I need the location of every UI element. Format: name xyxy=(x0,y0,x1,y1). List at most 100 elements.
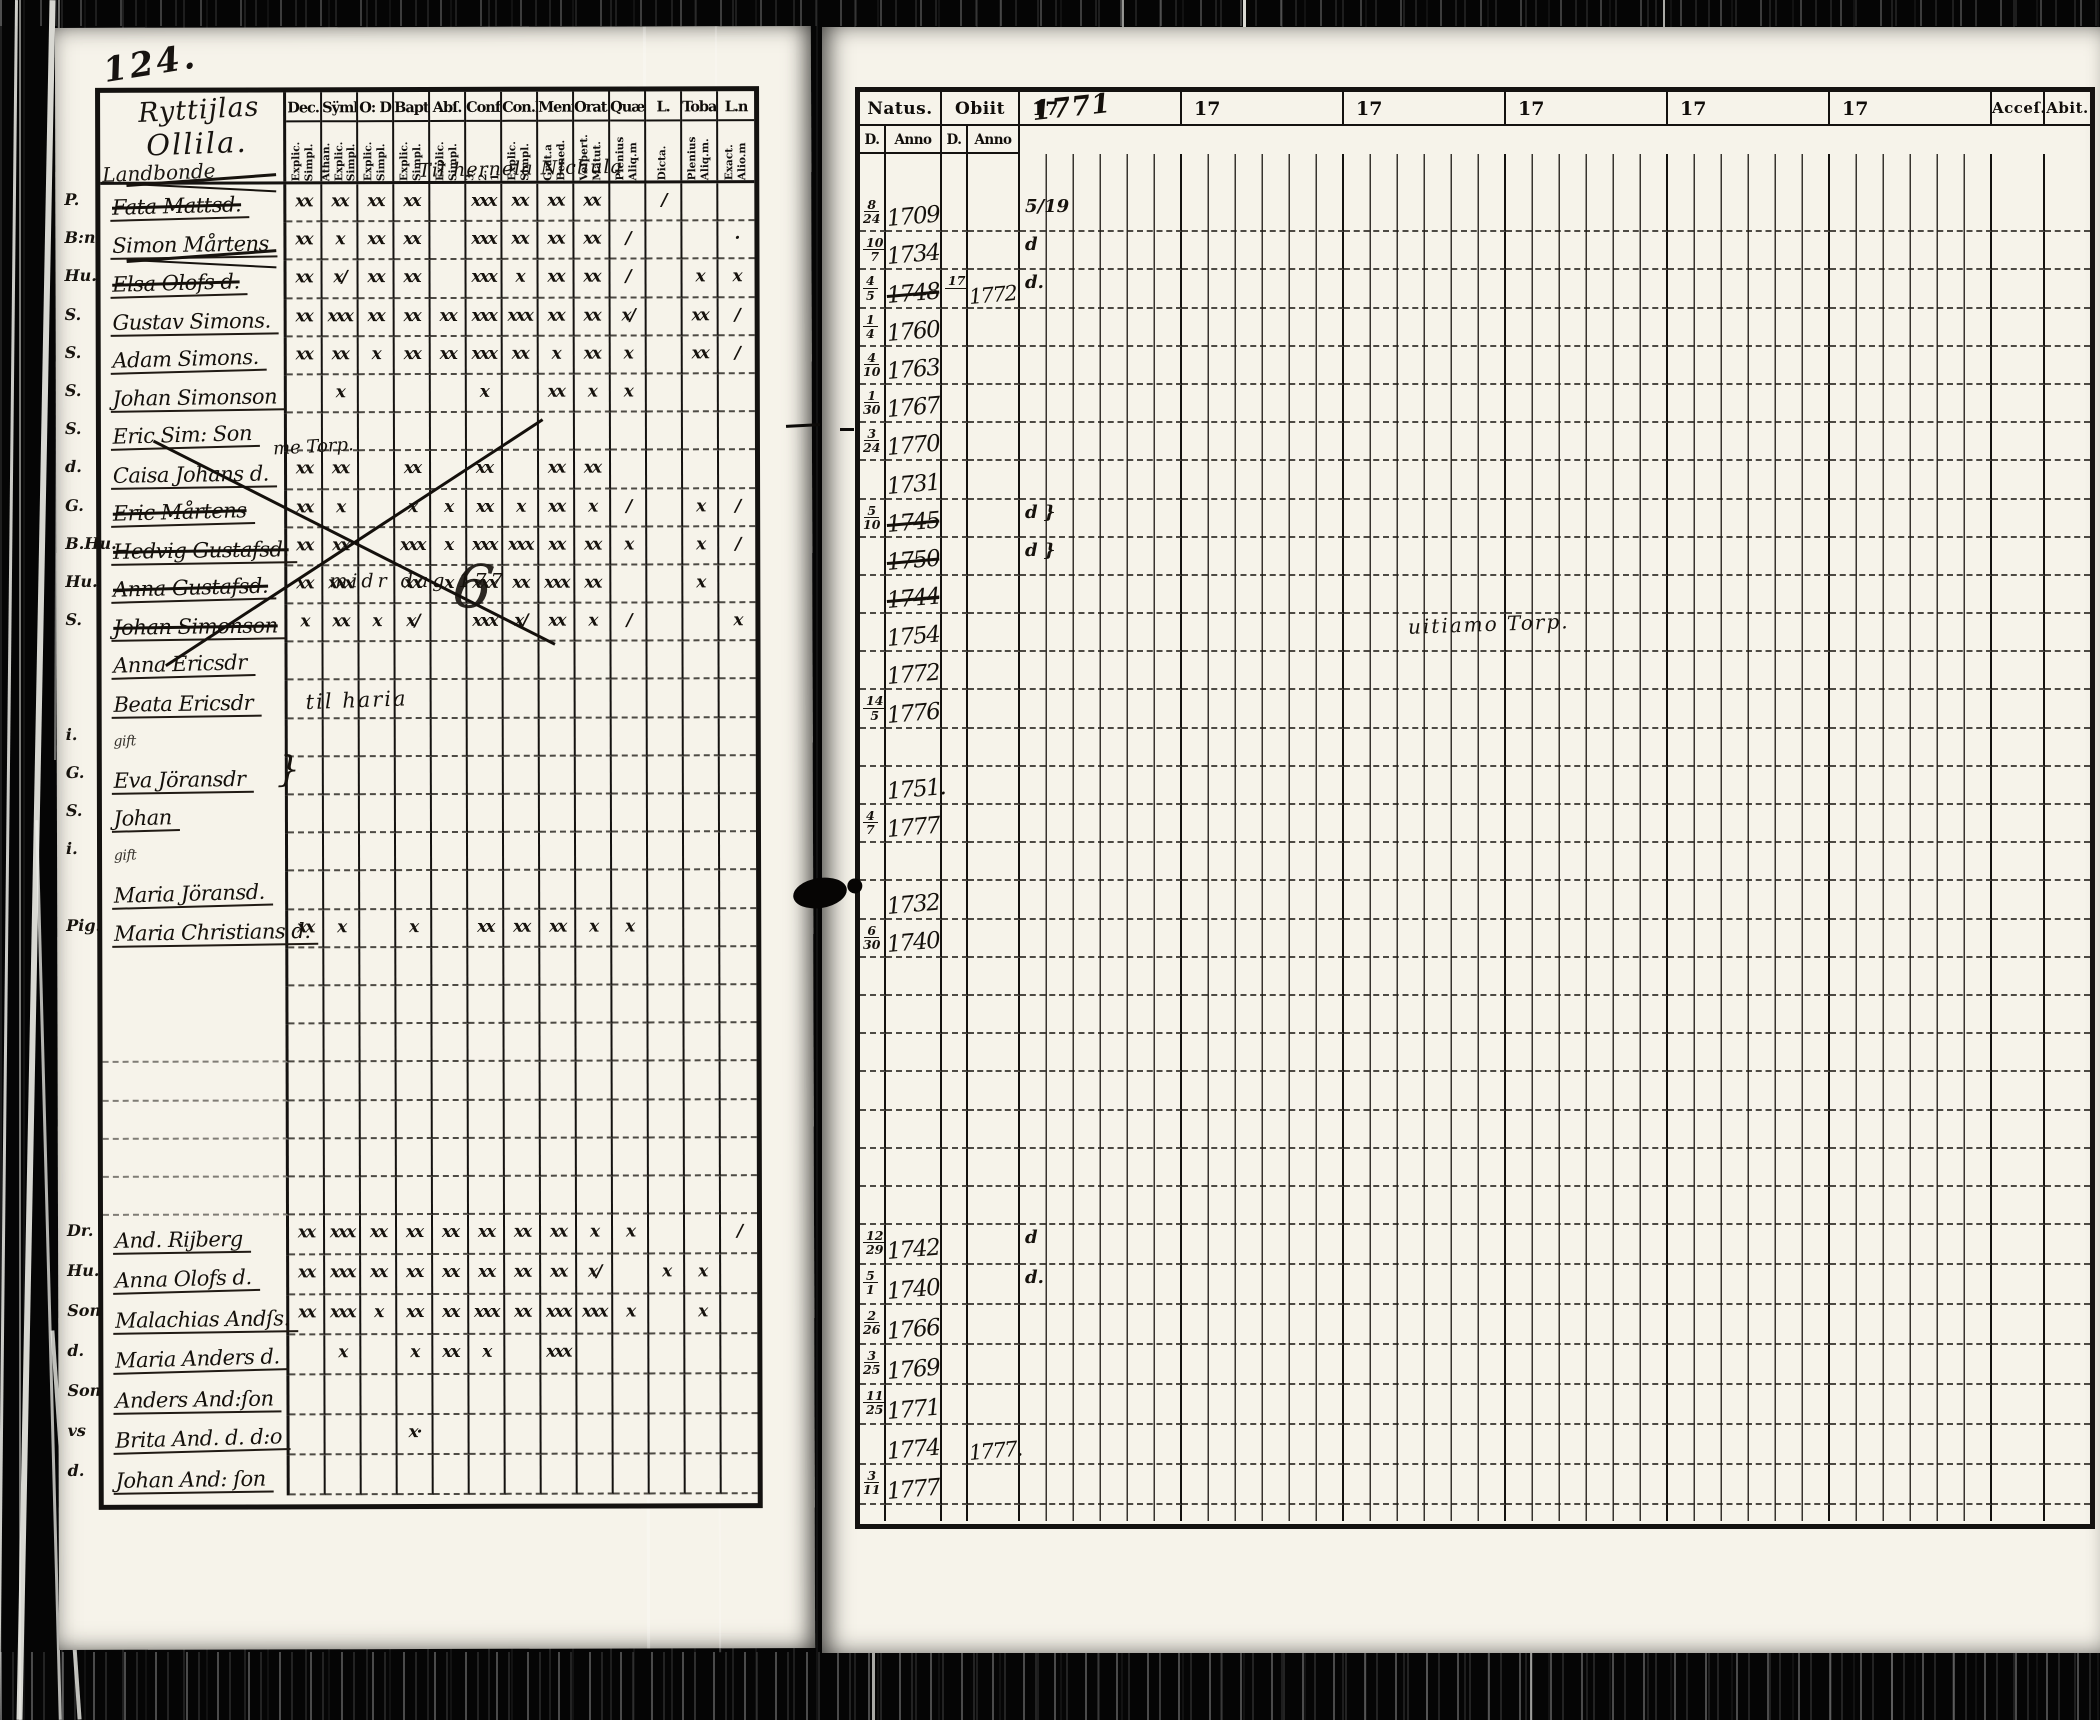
obiit-year-cell xyxy=(968,1034,1020,1073)
birth-year: 1750 xyxy=(885,545,941,576)
mark-cell xyxy=(649,1374,686,1415)
name-cell: S. Eric Sim: Son xyxy=(65,413,287,453)
acces-cell xyxy=(1992,1465,2045,1506)
mark-cell: x xyxy=(538,336,575,375)
mark-cell xyxy=(684,947,721,986)
obiit-day-cell xyxy=(942,881,968,920)
register-row: Son Anders And:ſon xyxy=(67,1374,758,1416)
mark-cell xyxy=(721,1414,758,1455)
mark-cell xyxy=(649,1334,686,1375)
obiit-year-cell xyxy=(968,652,1020,691)
birth-year: 1777 xyxy=(885,1474,941,1506)
mark-cell xyxy=(504,1176,541,1215)
birth-year: 1709 xyxy=(885,201,941,233)
row-prefix: i. xyxy=(65,724,78,744)
communion-year-cell xyxy=(1020,1385,1182,1426)
mark-cell xyxy=(289,1415,326,1456)
fraction-bottom: 24 xyxy=(863,440,881,456)
communion-year-cell xyxy=(1506,1265,1668,1306)
mark-cell: x xyxy=(325,1335,362,1376)
obiit-day-cell xyxy=(942,232,968,271)
register-row xyxy=(860,957,2090,996)
fraction-top: 12 xyxy=(863,1229,887,1244)
communion-year-cell xyxy=(1830,766,1992,805)
mark-cell xyxy=(720,1137,757,1177)
mark-cell: xx xyxy=(323,604,360,643)
obiit-year-cell xyxy=(968,1110,1020,1149)
column-subhead: Explic. xyxy=(332,141,345,182)
right-page: Natus. Obiit 17 17 17 17 17 17 Acceſ. Abit. D… xyxy=(822,27,2100,1653)
mark-cell xyxy=(359,642,396,681)
mark-cell xyxy=(358,413,395,452)
natus-day-cell: 6 30 xyxy=(860,919,886,958)
register-row: 1774 1777. xyxy=(860,1425,2090,1466)
mark-cell xyxy=(468,1062,505,1101)
register-row: 10 7 1734 d xyxy=(860,232,2090,271)
abit-cell xyxy=(2045,652,2090,691)
column-label: O: D xyxy=(358,92,393,123)
mark-cell xyxy=(288,986,325,1025)
mark-cell xyxy=(720,1176,757,1215)
handwritten-note-tilharia: til haria xyxy=(305,686,408,715)
obiit-day-cell xyxy=(942,154,968,194)
mark-cell xyxy=(647,565,684,604)
mark-cell xyxy=(684,1137,721,1177)
mark-cell xyxy=(288,948,325,987)
communion-year-cell xyxy=(1506,1305,1668,1346)
birth-day: 1 30 xyxy=(863,389,880,416)
mark-cell xyxy=(288,1024,325,1063)
mark-cell xyxy=(505,1334,542,1375)
abit-cell xyxy=(2045,1111,2090,1149)
mark-cell xyxy=(720,1061,757,1100)
birth-year: 1740 xyxy=(885,927,941,958)
register-row: S. Gustav Simons. xx xxx xx xx xx xxx xxx xx xx x/x… xyxy=(65,297,755,338)
mark-cell: x/ xyxy=(322,260,359,299)
year-column-label: 17 xyxy=(1020,92,1182,126)
left-table-body: P. Fata Mattsd. xx xx xx xx xxx xx xx xx / B:n Simon… xyxy=(64,183,758,1496)
acces-cell xyxy=(1992,575,2045,615)
year-column-label: 17 xyxy=(1506,92,1668,126)
communion-year-cell xyxy=(1830,232,1992,271)
mark-cell: xx xyxy=(504,1214,542,1255)
mark-cell xyxy=(361,1375,398,1416)
communion-year-cell xyxy=(1182,690,1344,729)
fraction-bottom: 24 xyxy=(863,211,881,227)
communion-year-cell xyxy=(1344,957,1506,996)
person-name: Johan And: ſon xyxy=(113,1466,274,1495)
obiit-day-cell xyxy=(942,1385,968,1426)
mark-cell xyxy=(647,679,684,719)
mark-cell xyxy=(467,756,504,795)
year-column-label: 17 xyxy=(1668,92,1830,126)
mark-cell xyxy=(612,1176,649,1215)
acces-cell xyxy=(1992,1345,2045,1386)
mark-cell xyxy=(683,756,720,795)
communion-year-cell: d } xyxy=(1020,537,1182,576)
natus-day-cell: 3 24 xyxy=(860,423,886,462)
obiit-day-cell xyxy=(942,423,968,462)
obiit-day-cell xyxy=(942,1110,968,1149)
row-prefix: Dr. xyxy=(67,1220,94,1241)
birth-year: 1734 xyxy=(885,239,941,271)
mark-cell xyxy=(433,1414,470,1456)
mark-cell xyxy=(685,1374,722,1415)
mark-cell: xx xyxy=(394,298,431,337)
mark-cell: xx xyxy=(287,489,324,529)
mark-cell xyxy=(612,1061,649,1101)
scan-scratch xyxy=(19,0,21,1720)
mark-cell xyxy=(288,1138,325,1178)
mark-cell xyxy=(646,259,683,299)
communion-year-cell xyxy=(1506,728,1668,767)
acces-cell xyxy=(1992,1072,2045,1111)
mark-cell xyxy=(360,909,397,948)
register-row: S. Johan Simonson x x xx x x xyxy=(65,374,755,414)
communion-year-cell xyxy=(1020,805,1182,844)
register-row: 2 26 1766 xyxy=(860,1305,2090,1346)
mark-cell: xx xyxy=(430,336,467,375)
mark-cell xyxy=(431,794,468,834)
obiit-day-cell xyxy=(942,537,968,576)
mark-cell: xx xyxy=(361,1255,398,1296)
communion-year-cell xyxy=(1668,728,1830,767)
mark-cell: xx xyxy=(287,566,324,605)
fraction-top: 3 xyxy=(864,1349,880,1364)
